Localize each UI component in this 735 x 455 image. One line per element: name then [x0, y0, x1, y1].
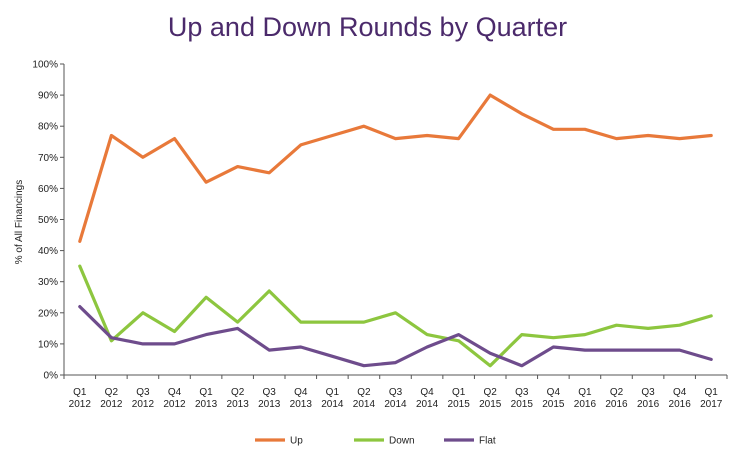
x-tick-label: Q3 2013: [258, 387, 281, 410]
y-tick-label: 70%: [38, 153, 58, 164]
x-tick-label: Q4 2013: [290, 387, 313, 410]
y-tick-label: 50%: [38, 215, 58, 226]
legend: Up Down Flat: [255, 436, 496, 447]
x-tick-label: Q3 2015: [511, 387, 534, 410]
x-tick-label: Q1 2012: [69, 387, 92, 410]
x-tick-label: Q1 2013: [195, 387, 218, 410]
legend-label-down: Down: [389, 436, 415, 447]
y-tick-label: 60%: [38, 184, 58, 195]
y-tick-label: 90%: [38, 91, 58, 102]
series-line-down: [78, 264, 713, 368]
y-tick-label: 20%: [38, 308, 58, 319]
x-tick-label: Q1 2016: [574, 387, 597, 410]
y-axis-label: % of All Financings: [14, 180, 25, 265]
x-tick-label: Q3 2016: [637, 387, 660, 410]
y-tick-label: 80%: [38, 122, 58, 133]
x-tick-label: Q4 2012: [163, 387, 186, 410]
series-lines: [78, 93, 713, 368]
y-tick-label: 30%: [38, 277, 58, 288]
x-tick-label: Q1 2014: [321, 387, 344, 410]
y-tick-label: 40%: [38, 246, 58, 257]
x-tick-label: Q3 2014: [384, 387, 407, 410]
x-tick-label: Q2 2012: [100, 387, 123, 410]
chart-axes: [63, 64, 727, 376]
x-tick-label: Q2 2015: [479, 387, 502, 410]
y-tick-label: 0%: [44, 371, 59, 382]
x-tick-label: Q4 2016: [669, 387, 692, 410]
x-tick-label: Q3 2012: [132, 387, 155, 410]
y-tick-label: 100%: [32, 60, 58, 71]
chart-title: Up and Down Rounds by Quarter: [167, 12, 568, 42]
x-tick-label: Q4 2015: [542, 387, 565, 410]
x-tick-label: Q1 2017: [700, 387, 723, 410]
series-line-flat: [78, 305, 713, 368]
legend-label-flat: Flat: [479, 436, 496, 447]
x-tick-label: Q2 2014: [353, 387, 376, 410]
x-tick-label: Q4 2014: [416, 387, 439, 410]
x-tick-labels: Q1 2012 Q2 2012 Q3 2012 Q4 2012 Q1 2013 Q2 2013 Q3 20…: [63, 375, 728, 410]
y-tick-labels: 0% 10% 20% 30% 40% 50% 60% 70% 80% 90% 100%: [32, 60, 64, 382]
series-line-up: [78, 93, 713, 243]
legend-label-up: Up: [290, 436, 303, 447]
x-tick-label: Q2 2016: [605, 387, 628, 410]
y-tick-label: 10%: [38, 339, 58, 350]
x-tick-label: Q2 2013: [227, 387, 250, 410]
x-tick-label: Q1 2015: [448, 387, 471, 410]
